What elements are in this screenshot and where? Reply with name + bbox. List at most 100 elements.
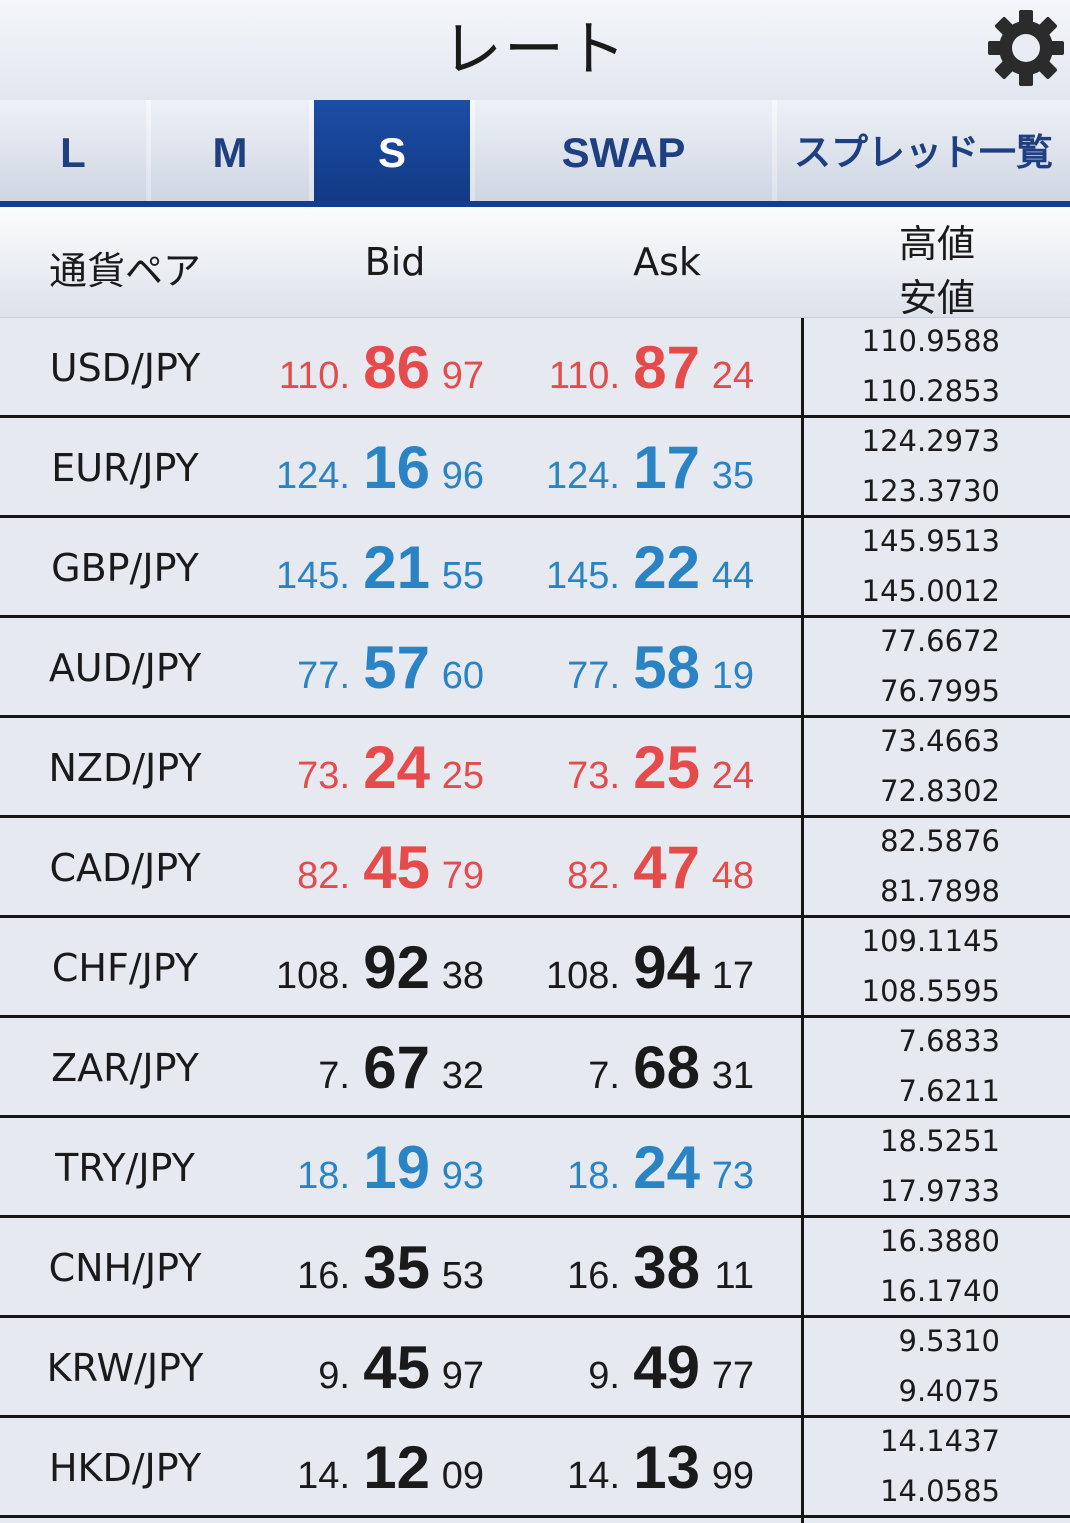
ask-price[interactable]: 110. 87 24: [496, 318, 756, 418]
row-divider: [0, 1015, 1070, 1018]
tab-m[interactable]: M: [212, 129, 248, 176]
tab-swap[interactable]: SWAP: [561, 129, 686, 176]
ask-price-big: 68: [633, 1034, 700, 1101]
bid-price-small: 97: [441, 1355, 484, 1397]
title-bar: レート: [0, 0, 1070, 100]
ask-price-small: 17: [711, 955, 754, 997]
high-value: 73.4663: [880, 724, 1000, 758]
table-row[interactable]: TRY/JPY 18. 19 93 18. 24 73 18.5251 17.9733: [0, 1118, 1070, 1218]
row-divider: [0, 615, 1070, 618]
ask-price-small: 19: [711, 655, 754, 697]
bid-price[interactable]: 73. 24 25: [226, 718, 486, 818]
row-divider: [0, 415, 1070, 418]
bid-price-int: 145.: [276, 555, 350, 597]
bid-price[interactable]: 110. 86 97: [226, 318, 486, 418]
table-row[interactable]: NZD/JPY 73. 24 25 73. 25 24 73.4663 72.8302: [0, 718, 1070, 818]
pair-label: CAD/JPY: [49, 846, 201, 890]
tab-s[interactable]: S: [314, 100, 470, 201]
low-value: 7.6211: [898, 1074, 1000, 1108]
ask-price[interactable]: 18. 24 73: [496, 1118, 756, 1218]
bid-price[interactable]: 82. 45 79: [226, 818, 486, 918]
pair-label: EUR/JPY: [51, 446, 199, 490]
table-row[interactable]: GBP/JPY 145. 21 55 145. 22 44 145.9513 145.0012: [0, 518, 1070, 618]
low-value: 108.5595: [861, 974, 1000, 1008]
ask-price[interactable]: 145. 22 44: [496, 518, 756, 618]
bid-price[interactable]: 108. 92 38: [226, 918, 486, 1018]
table-row[interactable]: EUR/JPY 124. 16 96 124. 17 35 124.2973 123.3730: [0, 418, 1070, 518]
table-row[interactable]: AUD/JPY 77. 57 60 77. 58 19 77.6672 76.7995: [0, 618, 1070, 718]
ask-price[interactable]: 14. 13 99: [496, 1418, 756, 1518]
bid-price-int: 73.: [297, 755, 350, 797]
pair-label: ZAR/JPY: [51, 1046, 199, 1090]
ask-price-big: 22: [633, 534, 700, 601]
ask-price[interactable]: 108. 94 17: [496, 918, 756, 1018]
bid-price-int: 18.: [297, 1155, 350, 1197]
row-divider: [0, 1315, 1070, 1318]
ask-price[interactable]: 73. 25 24: [496, 718, 756, 818]
bid-price-big: 45: [363, 1334, 430, 1401]
ask-price[interactable]: 16. 38 11: [496, 1218, 756, 1318]
row-divider: [0, 1515, 1070, 1518]
bid-price[interactable]: 16. 35 53: [226, 1218, 486, 1318]
table-row[interactable]: KRW/JPY 9. 45 97 9. 49 77 9.5310 9.4075: [0, 1318, 1070, 1418]
high-value: 7.6833: [898, 1024, 1000, 1058]
table-row[interactable]: HKD/JPY 14. 12 09 14. 13 99 14.1437 14.0585: [0, 1418, 1070, 1518]
low-value: 9.4075: [898, 1374, 1000, 1408]
ask-price-big: 25: [633, 734, 700, 801]
column-high-label: 高値: [898, 222, 975, 266]
ask-price-big: 87: [633, 334, 700, 401]
tab-spread-list[interactable]: スプレッド一覧: [794, 131, 1053, 174]
ask-price[interactable]: 9. 49 77: [496, 1318, 756, 1418]
table-row[interactable]: CNH/JPY 16. 35 53 16. 38 11 16.3880 16.1740: [0, 1218, 1070, 1318]
row-divider: [0, 1215, 1070, 1218]
high-value: 14.1437: [880, 1424, 1000, 1458]
table-row[interactable]: CHF/JPY 108. 92 38 108. 94 17 109.1145 108.5595: [0, 918, 1070, 1018]
bid-price-int: 77.: [297, 655, 350, 697]
tab-underline: [0, 201, 1070, 207]
gear-icon: [988, 10, 1064, 86]
column-header: 通貨ペア Bid Ask 高値 安値: [0, 207, 1070, 320]
ask-price-int: 16.: [567, 1255, 620, 1297]
bid-price-int: 9.: [318, 1355, 350, 1397]
high-value: 124.2973: [861, 424, 1000, 458]
settings-button[interactable]: [986, 8, 1066, 88]
bid-price[interactable]: 14. 12 09: [226, 1418, 486, 1518]
low-value: 123.3730: [861, 474, 1000, 508]
bid-price[interactable]: 145. 21 55: [226, 518, 486, 618]
ask-price[interactable]: 82. 47 48: [496, 818, 756, 918]
bid-price-small: 55: [441, 555, 484, 597]
ask-price-int: 108.: [546, 955, 620, 997]
ask-price-big: 47: [633, 834, 700, 901]
bid-price-small: 93: [441, 1155, 484, 1197]
ask-price[interactable]: 124. 17 35: [496, 418, 756, 518]
bid-price-big: 16: [363, 434, 430, 501]
pair-label: KRW/JPY: [46, 1346, 204, 1390]
ask-price-small: 35: [711, 455, 754, 497]
low-value: 81.7898: [880, 874, 1000, 908]
table-row[interactable]: USD/JPY 110. 86 97 110. 87 24 110.9588 110.2853: [0, 318, 1070, 418]
column-pair-label: 通貨ペア: [48, 249, 201, 293]
bid-price[interactable]: 9. 45 97: [226, 1318, 486, 1418]
low-value: 72.8302: [880, 774, 1000, 808]
bid-price[interactable]: 18. 19 93: [226, 1118, 486, 1218]
row-divider: [0, 1115, 1070, 1118]
bid-price[interactable]: 7. 67 32: [226, 1018, 486, 1118]
ask-price-int: 18.: [567, 1155, 620, 1197]
low-value: 110.2853: [861, 374, 1000, 408]
bid-price[interactable]: 124. 16 96: [226, 418, 486, 518]
ask-price[interactable]: 77. 58 19: [496, 618, 756, 718]
table-row[interactable]: ZAR/JPY 7. 67 32 7. 68 31 7.6833 7.6211: [0, 1018, 1070, 1118]
column-divider: [801, 318, 804, 1523]
ask-price-small: 24: [711, 755, 754, 797]
bid-price[interactable]: 77. 57 60: [226, 618, 486, 718]
column-bid-label: Bid: [364, 240, 426, 284]
high-value: 145.9513: [861, 524, 1000, 558]
pair-label: AUD/JPY: [48, 646, 202, 690]
ask-price[interactable]: 7. 68 31: [496, 1018, 756, 1118]
tab-l[interactable]: L: [60, 129, 86, 176]
table-row[interactable]: CAD/JPY 82. 45 79 82. 47 48 82.5876 81.7898: [0, 818, 1070, 918]
bid-price-big: 45: [363, 834, 430, 901]
pair-label: NZD/JPY: [48, 746, 202, 790]
tab-divider: [470, 100, 475, 201]
ask-price-small: 31: [711, 1055, 754, 1097]
